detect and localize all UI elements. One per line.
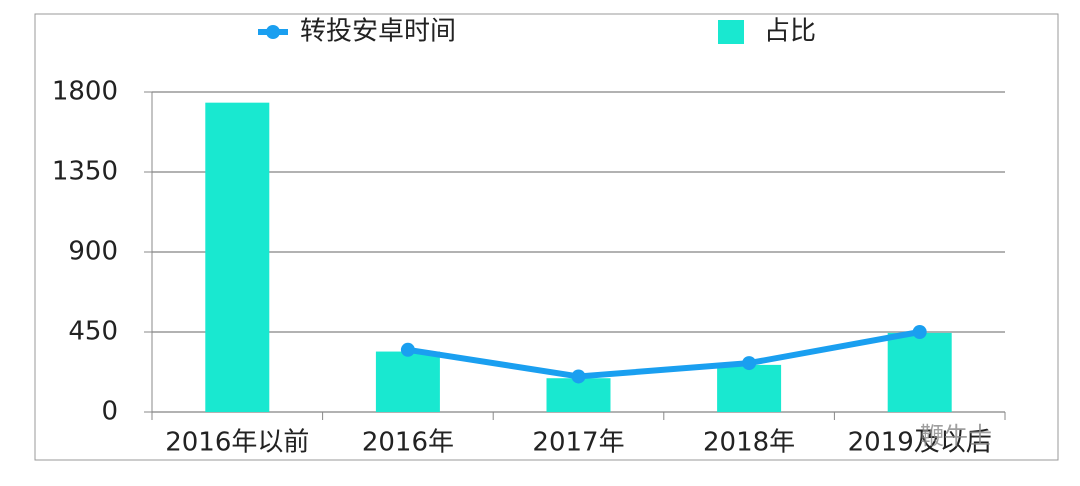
x-tick-label: 2017年 bbox=[532, 428, 624, 458]
frame bbox=[34, 13, 1059, 461]
x-tick-label: 2016年 bbox=[362, 428, 454, 458]
legend-marker bbox=[266, 25, 280, 39]
line-point bbox=[742, 356, 757, 371]
y-tick-label: 1350 bbox=[52, 157, 118, 187]
line-point bbox=[400, 342, 415, 357]
y-tick-label: 900 bbox=[68, 237, 118, 267]
y-tick-label: 0 bbox=[101, 397, 118, 427]
legend-label: 占比 bbox=[764, 17, 816, 47]
line-point bbox=[571, 369, 586, 384]
bar bbox=[546, 378, 611, 412]
bar bbox=[375, 351, 440, 412]
bar bbox=[717, 364, 782, 412]
x-tick-label: 2018年 bbox=[703, 428, 795, 458]
x-tick-label: 2016年以前 bbox=[165, 428, 309, 458]
bar bbox=[887, 332, 952, 412]
y-tick-label: 1800 bbox=[52, 77, 118, 107]
x-tick-label: 2019及以后 bbox=[848, 428, 992, 458]
watermark: 鞭牛士 bbox=[920, 422, 992, 450]
bar bbox=[205, 102, 270, 413]
legend-label: 转投安卓时间 bbox=[300, 17, 456, 47]
y-tick-label: 450 bbox=[68, 317, 118, 347]
line bbox=[407, 329, 921, 380]
legend-marker bbox=[718, 20, 744, 44]
line-point bbox=[912, 325, 927, 339]
